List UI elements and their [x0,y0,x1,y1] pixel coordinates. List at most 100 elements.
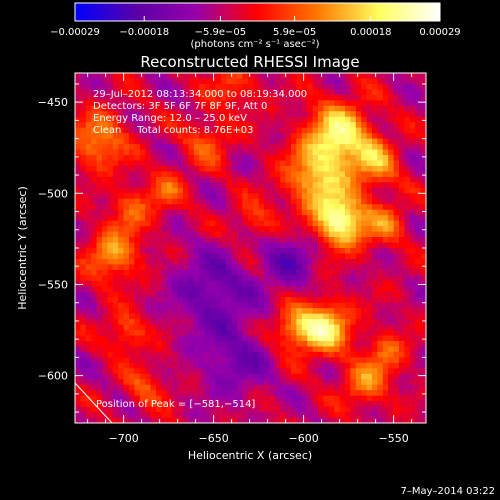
heatmap-cell [388,297,395,304]
heatmap-cell [388,83,395,91]
heatmap-cell [274,362,281,369]
heatmap-cell [296,313,303,320]
heatmap-cell [237,412,243,419]
heatmap-cell [150,182,157,189]
heatmap-cell [404,373,411,380]
heatmap-cell [156,258,162,266]
heatmap-cell [269,308,276,315]
heatmap-cell [420,127,426,134]
heatmap-cell [156,401,162,408]
heatmap-cell [426,374,432,380]
heatmap-cell [269,215,276,222]
heatmap-cell [134,340,141,348]
heatmap-cell [345,155,351,162]
heatmap-cell [188,417,195,423]
heatmap-cell [366,209,373,216]
heatmap-cell [145,165,152,173]
heatmap-cell [96,160,103,167]
heatmap-cell [91,149,98,156]
heatmap-cell [269,165,276,173]
heatmap-cell [123,253,130,260]
heatmap-cell [199,111,206,118]
heatmap-cell [388,340,395,348]
heatmap-cell [318,94,324,101]
heatmap-cell [134,291,141,298]
heatmap-cell [226,94,233,101]
heatmap-cell [102,330,108,337]
heatmap-cell [204,313,211,320]
heatmap-cell [118,264,125,271]
heatmap-cell [107,340,114,348]
heatmap-cell [404,171,411,178]
heatmap-cell [285,286,292,293]
heatmap-cell [231,209,238,216]
heatmap-cell [177,242,184,249]
heatmap-cell [318,209,324,216]
heatmap-cell [75,133,81,140]
heatmap-cell [269,280,276,287]
heatmap-cell [307,401,314,408]
heatmap-cell [253,368,260,375]
heatmap-cell [285,401,292,408]
heatmap-cell [129,275,135,282]
heatmap-cell [366,319,373,326]
heatmap-cell [161,368,168,375]
heatmap-cell [204,160,211,167]
heatmap-cell [247,187,254,194]
heatmap-cell [264,73,270,80]
heatmap-cell [96,242,103,249]
heatmap-cell [242,89,249,96]
heatmap-cell [426,319,432,325]
heatmap-cell [150,291,157,298]
heatmap-cell [361,78,368,85]
heatmap-cell [253,313,260,320]
heatmap-cell [253,204,260,211]
heatmap-cell [226,423,232,429]
heatmap-cell [172,73,179,80]
heatmap-cell [231,324,238,331]
heatmap-cell [415,171,422,178]
heatmap-cell [301,193,308,200]
heatmap-cell [274,149,281,156]
heatmap-cell [301,165,308,173]
heatmap-cell [345,237,351,244]
heatmap-cell [172,319,179,326]
heatmap-cell [312,373,319,380]
heatmap-cell [112,248,119,255]
heatmap-cell [280,220,287,227]
heatmap-cell [388,280,395,287]
heatmap-cell [231,297,238,304]
heatmap-cell [253,258,260,266]
heatmap-cell [145,346,152,353]
heatmap-cell [145,100,152,107]
heatmap-cell [118,78,125,85]
heatmap-cell [361,149,368,156]
heatmap-cell [161,379,168,386]
heatmap-cell [145,231,152,238]
heatmap-cell [350,335,357,342]
heatmap-cell [350,340,357,348]
heatmap-cell [91,417,98,423]
heatmap-cell [285,127,292,134]
heatmap-cell [274,368,281,375]
heatmap-cell [102,83,108,91]
heatmap-cell [355,286,362,293]
heatmap-cell [112,253,119,260]
heatmap-cell [188,379,195,386]
heatmap-cell [231,362,238,369]
heatmap-cell [377,423,383,429]
heatmap-cell [166,379,173,386]
heatmap-cell [366,308,373,315]
heatmap-cell [372,171,378,178]
heatmap-cell [382,401,389,408]
heatmap-cell [75,302,81,309]
heatmap-cell [102,204,108,211]
heatmap-cell [134,220,141,227]
heatmap-cell [296,340,303,348]
heatmap-cell [134,297,141,304]
heatmap-cell [210,231,216,238]
heatmap-cell [183,373,189,380]
heatmap-cell [215,362,222,369]
heatmap-cell [96,258,103,266]
heatmap-cell [291,100,297,107]
